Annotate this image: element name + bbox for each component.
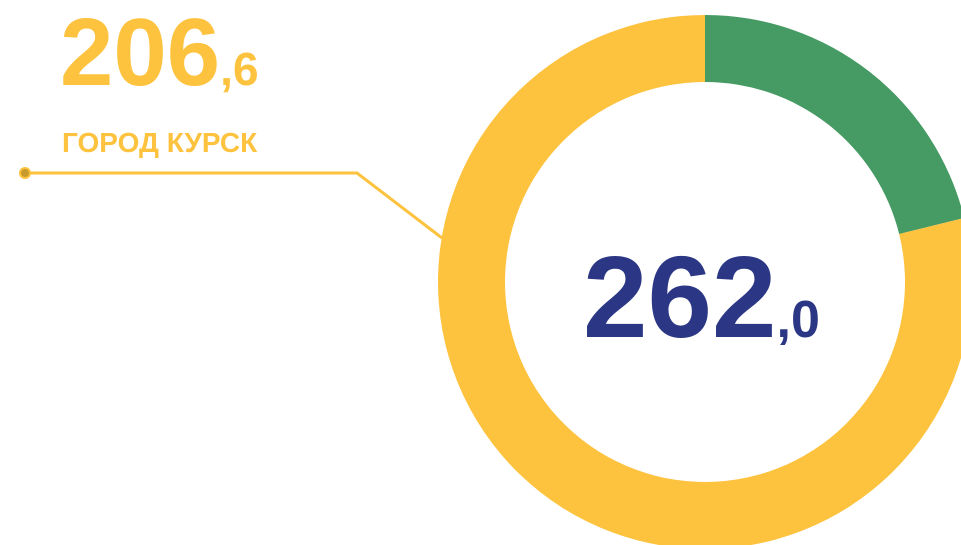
label-fraction: ,6 (220, 43, 258, 95)
category-label: ГОРОД КУРСК (62, 127, 258, 158)
donut-segment (705, 15, 961, 235)
label-integer: 206 (60, 0, 220, 106)
total-label: 262,0 (583, 232, 820, 362)
value-label: 206,6 (60, 0, 259, 106)
label-integer: 262 (583, 232, 777, 362)
leader-dot (19, 167, 31, 179)
leader-line (25, 171, 443, 240)
label-fraction: ,0 (777, 291, 820, 349)
